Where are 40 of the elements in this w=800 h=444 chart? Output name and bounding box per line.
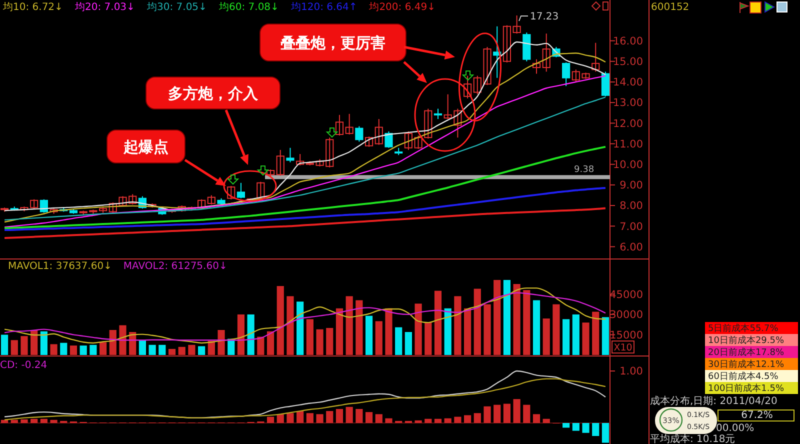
y-tick-label: 15.00 bbox=[612, 56, 643, 68]
y-tick-label: 13.00 bbox=[612, 97, 643, 110]
annotation: 17.23 bbox=[530, 12, 559, 22]
text: MAVOL1: 37637.60↓ bbox=[8, 261, 112, 272]
text: 20日前成本17.8% bbox=[708, 347, 784, 358]
text: 均200: 6.49↓ bbox=[368, 1, 436, 13]
text: 均120: 6.64↑ bbox=[290, 1, 358, 13]
text: 100日前成本1.5% bbox=[708, 383, 784, 394]
text: 10日前成本29.5% bbox=[708, 335, 784, 346]
y-tick-label: 9.00 bbox=[620, 180, 643, 192]
text: MAVOL2: 61275.60↓ bbox=[123, 261, 228, 272]
annotation: 叠叠炮，更厉害 bbox=[280, 34, 386, 52]
y-tick-label: 16.00 bbox=[612, 35, 643, 48]
ref-line-label: 9.38 bbox=[574, 165, 594, 176]
annotation: 起爆点 bbox=[122, 138, 168, 156]
y-tick-label: 11.00 bbox=[612, 138, 643, 150]
text: 均30: 7.05↓ bbox=[146, 1, 207, 13]
text: 平均成本: 10.18元 bbox=[650, 433, 736, 444]
y-tick-label: 10.00 bbox=[612, 159, 643, 172]
y-tick-label: 14.00 bbox=[612, 76, 643, 89]
text: 1.00 bbox=[620, 366, 643, 378]
text: 60日前成本4.5% bbox=[708, 371, 779, 382]
text: 均60: 7.08↓ bbox=[218, 1, 279, 13]
annotation: CD: -0.24 bbox=[0, 360, 48, 371]
text: 67.2% bbox=[741, 410, 773, 421]
y-tick-label: 7.00 bbox=[620, 220, 643, 233]
annotation: 多方炮，介入 bbox=[168, 84, 259, 102]
y-tick-label: 6.00 bbox=[620, 241, 643, 254]
y-tick-label: 30000 bbox=[610, 309, 643, 322]
y-tick-label: 12.00 bbox=[612, 118, 643, 130]
text: 30日前成本12.1% bbox=[708, 359, 784, 370]
text: 00.00% bbox=[716, 423, 754, 434]
text: 均10: 6.72↓ bbox=[2, 1, 63, 13]
text: 均20: 7.03↓ bbox=[74, 1, 135, 13]
y-tick-label: 8.00 bbox=[620, 200, 643, 212]
y-tick-label: 15000 bbox=[610, 329, 643, 342]
text: 成本分布,日期: 2011/04/20 bbox=[650, 395, 778, 407]
y-tick-label: 45000 bbox=[610, 288, 643, 301]
text: 600152 bbox=[651, 2, 690, 13]
text: 5日前成本55.7% bbox=[708, 323, 779, 334]
